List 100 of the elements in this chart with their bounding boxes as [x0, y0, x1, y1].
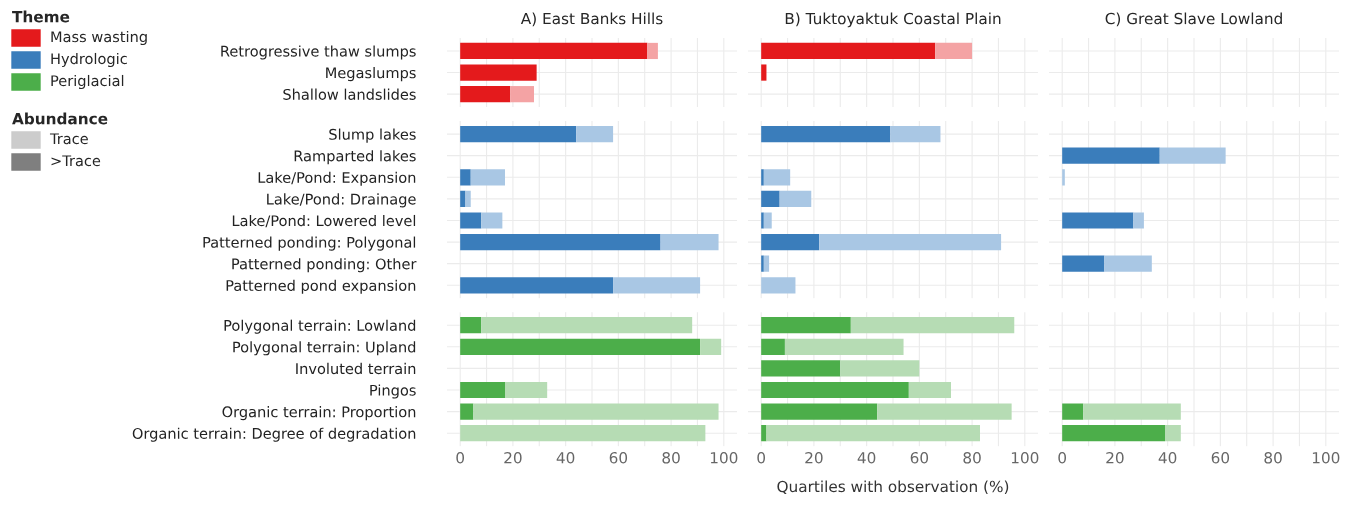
bar	[460, 233, 661, 251]
bar	[761, 277, 796, 294]
bar	[460, 42, 648, 60]
x-tick-label: 40	[857, 451, 876, 464]
chart-title: A) East Banks Hills	[520, 12, 663, 27]
y-tick-label: Polygonal terrain: Lowland	[224, 319, 416, 334]
bar	[890, 125, 941, 143]
y-tick-label: Involuted terrain	[296, 362, 416, 375]
y-tick-label: Slump lakes	[329, 128, 416, 143]
y-tick-label: Patterned ponding: Polygonal	[203, 236, 416, 251]
y-tick-label: Polygonal terrain: Upland	[233, 341, 416, 356]
bar	[1133, 212, 1144, 229]
bar	[761, 190, 780, 207]
bar	[613, 277, 701, 294]
bar	[819, 233, 1002, 251]
x-tick-label: 0	[757, 451, 766, 464]
bar	[761, 169, 764, 186]
x-tick-label: 20	[805, 451, 823, 464]
bar	[660, 233, 719, 251]
bar	[1062, 169, 1065, 186]
x-tick-label: 20	[1106, 451, 1124, 464]
x-axis-title: Quartiles with observation (%)	[777, 480, 1009, 495]
bar	[1062, 425, 1165, 442]
category-label: Hydrologic	[51, 52, 127, 68]
bar	[766, 425, 980, 442]
bar	[460, 338, 701, 355]
bar	[840, 360, 920, 377]
bar	[784, 338, 904, 355]
x-tick-label: 80	[1264, 451, 1282, 464]
bar	[460, 86, 511, 103]
bar	[460, 169, 471, 186]
text: Abundance	[12, 112, 108, 125]
bar	[460, 64, 537, 81]
x-tick-label: 0	[456, 451, 465, 464]
bar	[465, 190, 471, 207]
bar	[1062, 147, 1160, 164]
y-tick-label: Lake/Pond: Lowered level	[232, 214, 416, 228]
bar	[761, 317, 851, 334]
y-tick-label: Ramparted lakes	[294, 150, 416, 165]
y-tick-label: Lake/Pond: Expansion	[258, 171, 416, 186]
bar	[576, 125, 614, 143]
y-tick-label: Pingos	[370, 384, 416, 399]
bar	[505, 381, 548, 399]
x-tick-label: 100	[1011, 451, 1039, 464]
bar	[761, 381, 909, 399]
bar	[1062, 403, 1084, 420]
bar	[1062, 212, 1134, 229]
x-tick-label: 60	[910, 451, 929, 464]
bar	[1062, 255, 1105, 272]
category-label: Trace	[49, 133, 88, 145]
bar	[761, 425, 767, 442]
y-tick-label: Megaslumps	[326, 67, 416, 82]
bar	[761, 212, 764, 229]
bar	[1083, 403, 1181, 420]
bar	[460, 381, 505, 399]
bar	[761, 360, 841, 377]
bar	[763, 212, 772, 229]
bar	[761, 233, 820, 251]
bar	[460, 125, 577, 143]
bar	[460, 190, 466, 207]
bar	[1165, 425, 1181, 442]
x-tick-label: 0	[1058, 451, 1067, 464]
bar	[481, 212, 503, 229]
x-tick-label: 40	[1158, 451, 1177, 464]
bar	[761, 125, 891, 143]
bar	[470, 169, 505, 186]
x-tick-label: 40	[556, 451, 575, 464]
y-tick-label: Organic terrain: Degree of degradation	[132, 427, 416, 442]
bar	[763, 255, 770, 272]
bar	[473, 403, 719, 420]
category-label: Periglacial	[51, 74, 124, 90]
bar	[779, 190, 812, 207]
bar	[761, 255, 764, 272]
category-label: >Trace	[51, 155, 101, 167]
x-tick-label: 100	[710, 451, 738, 464]
bar	[1104, 255, 1152, 272]
bar	[1159, 147, 1226, 164]
y-tick-label: Retrogressive thaw slumps	[221, 45, 416, 60]
y-tick-label: Patterned ponding: Other	[232, 258, 417, 273]
chart-title: B) Tuktoyaktuk Coastal Plain	[785, 12, 1001, 28]
bar	[850, 317, 1015, 334]
category-label: Mass wasting	[51, 30, 147, 46]
bar	[510, 86, 534, 103]
bar	[460, 317, 482, 334]
bar	[460, 212, 482, 229]
bar	[908, 381, 951, 399]
x-tick-label: 100	[1312, 451, 1340, 464]
x-tick-label: 60	[1211, 451, 1230, 464]
x-tick-label: 80	[963, 451, 981, 464]
y-tick-label: Lake/Pond: Drainage	[267, 193, 416, 208]
bar	[460, 277, 614, 294]
bar	[647, 42, 658, 60]
bar	[700, 338, 722, 355]
text: Theme	[12, 10, 70, 23]
y-tick-label: Patterned pond expansion	[226, 279, 416, 294]
y-tick-label: Organic terrain: Proportion	[222, 406, 416, 421]
bar	[877, 403, 1012, 420]
x-tick-label: 80	[662, 451, 680, 464]
bar	[761, 403, 878, 420]
bar	[763, 169, 791, 186]
